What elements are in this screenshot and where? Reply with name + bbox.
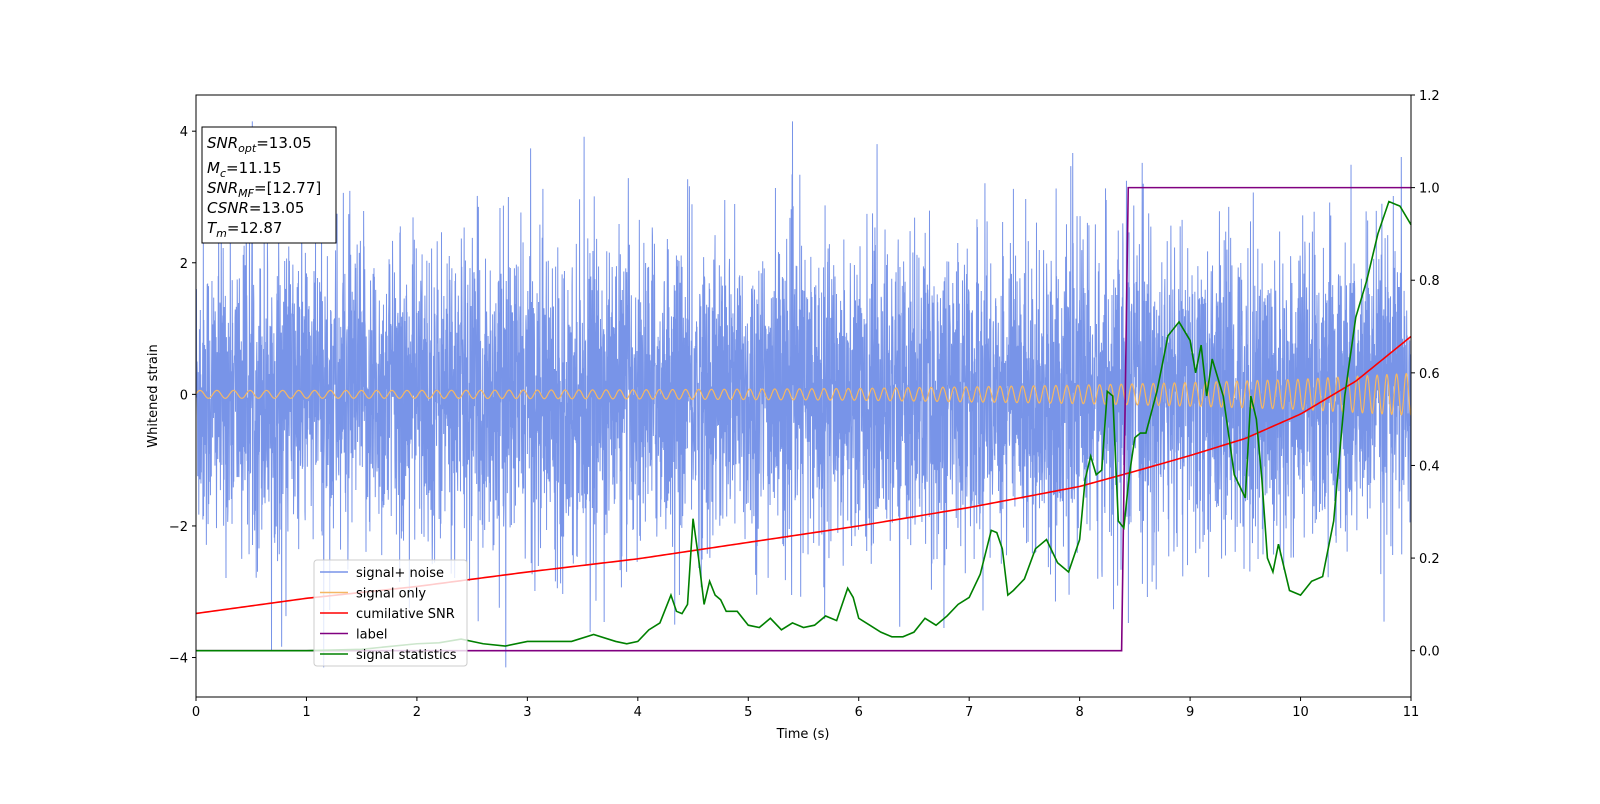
svg-text:SNRMF=[12.77]: SNRMF=[12.77] — [207, 179, 321, 200]
x-tick-label: 9 — [1186, 705, 1194, 720]
legend-label: cumilative SNR — [356, 607, 455, 622]
x-tick-label: 4 — [634, 705, 642, 720]
y-axis-label: Whitened strain — [146, 344, 161, 447]
y-tick-label: −2 — [169, 520, 188, 535]
snr-opt-label: SNR — [207, 134, 238, 152]
legend-label: signal statistics — [356, 648, 457, 663]
svg-text:Tm=12.87: Tm=12.87 — [207, 219, 282, 240]
plot-frame — [195, 94, 1412, 698]
y-tick-label: 2 — [180, 257, 188, 272]
snr-mf-value: =[12.77] — [254, 179, 321, 197]
legend: signal+ noise signal only cumilative SNR la… — [313, 559, 468, 667]
mc-value: =11.15 — [226, 159, 282, 177]
y2-tick-label: 0.2 — [1419, 552, 1440, 567]
csnr-label: CSNR — [207, 199, 249, 217]
y-tick-label: 4 — [180, 125, 188, 140]
legend-label: signal+ noise — [356, 566, 444, 581]
snr-opt-sub: opt — [238, 142, 257, 155]
tm-value: =12.87 — [227, 219, 283, 237]
y2-tick-label: 0.6 — [1419, 367, 1440, 382]
snr-mf-label: SNR — [207, 179, 238, 197]
x-tick-label: 6 — [855, 705, 863, 720]
x-tick-label: 5 — [744, 705, 752, 720]
y2-tick-label: 1.2 — [1419, 89, 1440, 104]
csnr-value: =13.05 — [249, 199, 305, 217]
annotation-box: SNRopt=13.05 Mc=11.15 SNRMF=[12.77] CSNR… — [201, 126, 337, 244]
x-tick-label: 8 — [1075, 705, 1083, 720]
x-tick-label: 3 — [523, 705, 531, 720]
series-signal-statistics — [196, 200, 1412, 652]
y2-tick-label: 0.8 — [1419, 274, 1440, 289]
legend-label: signal only — [356, 587, 426, 602]
series-signal-only — [195, 372, 1412, 416]
mc-sub: c — [220, 167, 226, 180]
y2-tick-label: 0.0 — [1419, 645, 1440, 660]
x-tick-label: 7 — [965, 705, 973, 720]
x-tick-label: 10 — [1292, 705, 1309, 720]
snr-mf-sub: MF — [238, 187, 254, 200]
legend-label: label — [356, 628, 387, 643]
x-tick-label: 11 — [1403, 705, 1420, 720]
y2-tick-label: 1.0 — [1419, 182, 1440, 197]
tm-label: T — [207, 219, 218, 237]
series-label — [196, 186, 1411, 652]
x-ticks: 0 1 2 3 4 5 6 7 8 9 10 11 — [192, 697, 1419, 720]
y-ticks: 4 2 0 −2 −4 — [169, 125, 196, 667]
x-tick-label: 1 — [302, 705, 310, 720]
tm-sub: m — [216, 227, 227, 240]
svg-text:SNRopt=13.05: SNRopt=13.05 — [207, 134, 312, 155]
y2-tick-label: 0.4 — [1419, 459, 1440, 474]
x-tick-label: 2 — [413, 705, 421, 720]
series-signal-noise — [195, 121, 1412, 668]
x-tick-label: 0 — [192, 705, 200, 720]
y2-ticks: 0.0 0.2 0.4 0.6 0.8 1.0 1.2 — [1411, 89, 1440, 660]
svg-text:CSNR=13.05: CSNR=13.05 — [207, 199, 304, 217]
mc-label: M — [207, 159, 220, 177]
svg-text:Mc=11.15: Mc=11.15 — [207, 159, 282, 180]
snr-opt-value: =13.05 — [256, 134, 312, 152]
x-axis-label: Time (s) — [776, 727, 830, 742]
y-tick-label: 0 — [180, 388, 188, 403]
y-tick-label: −4 — [169, 652, 188, 667]
